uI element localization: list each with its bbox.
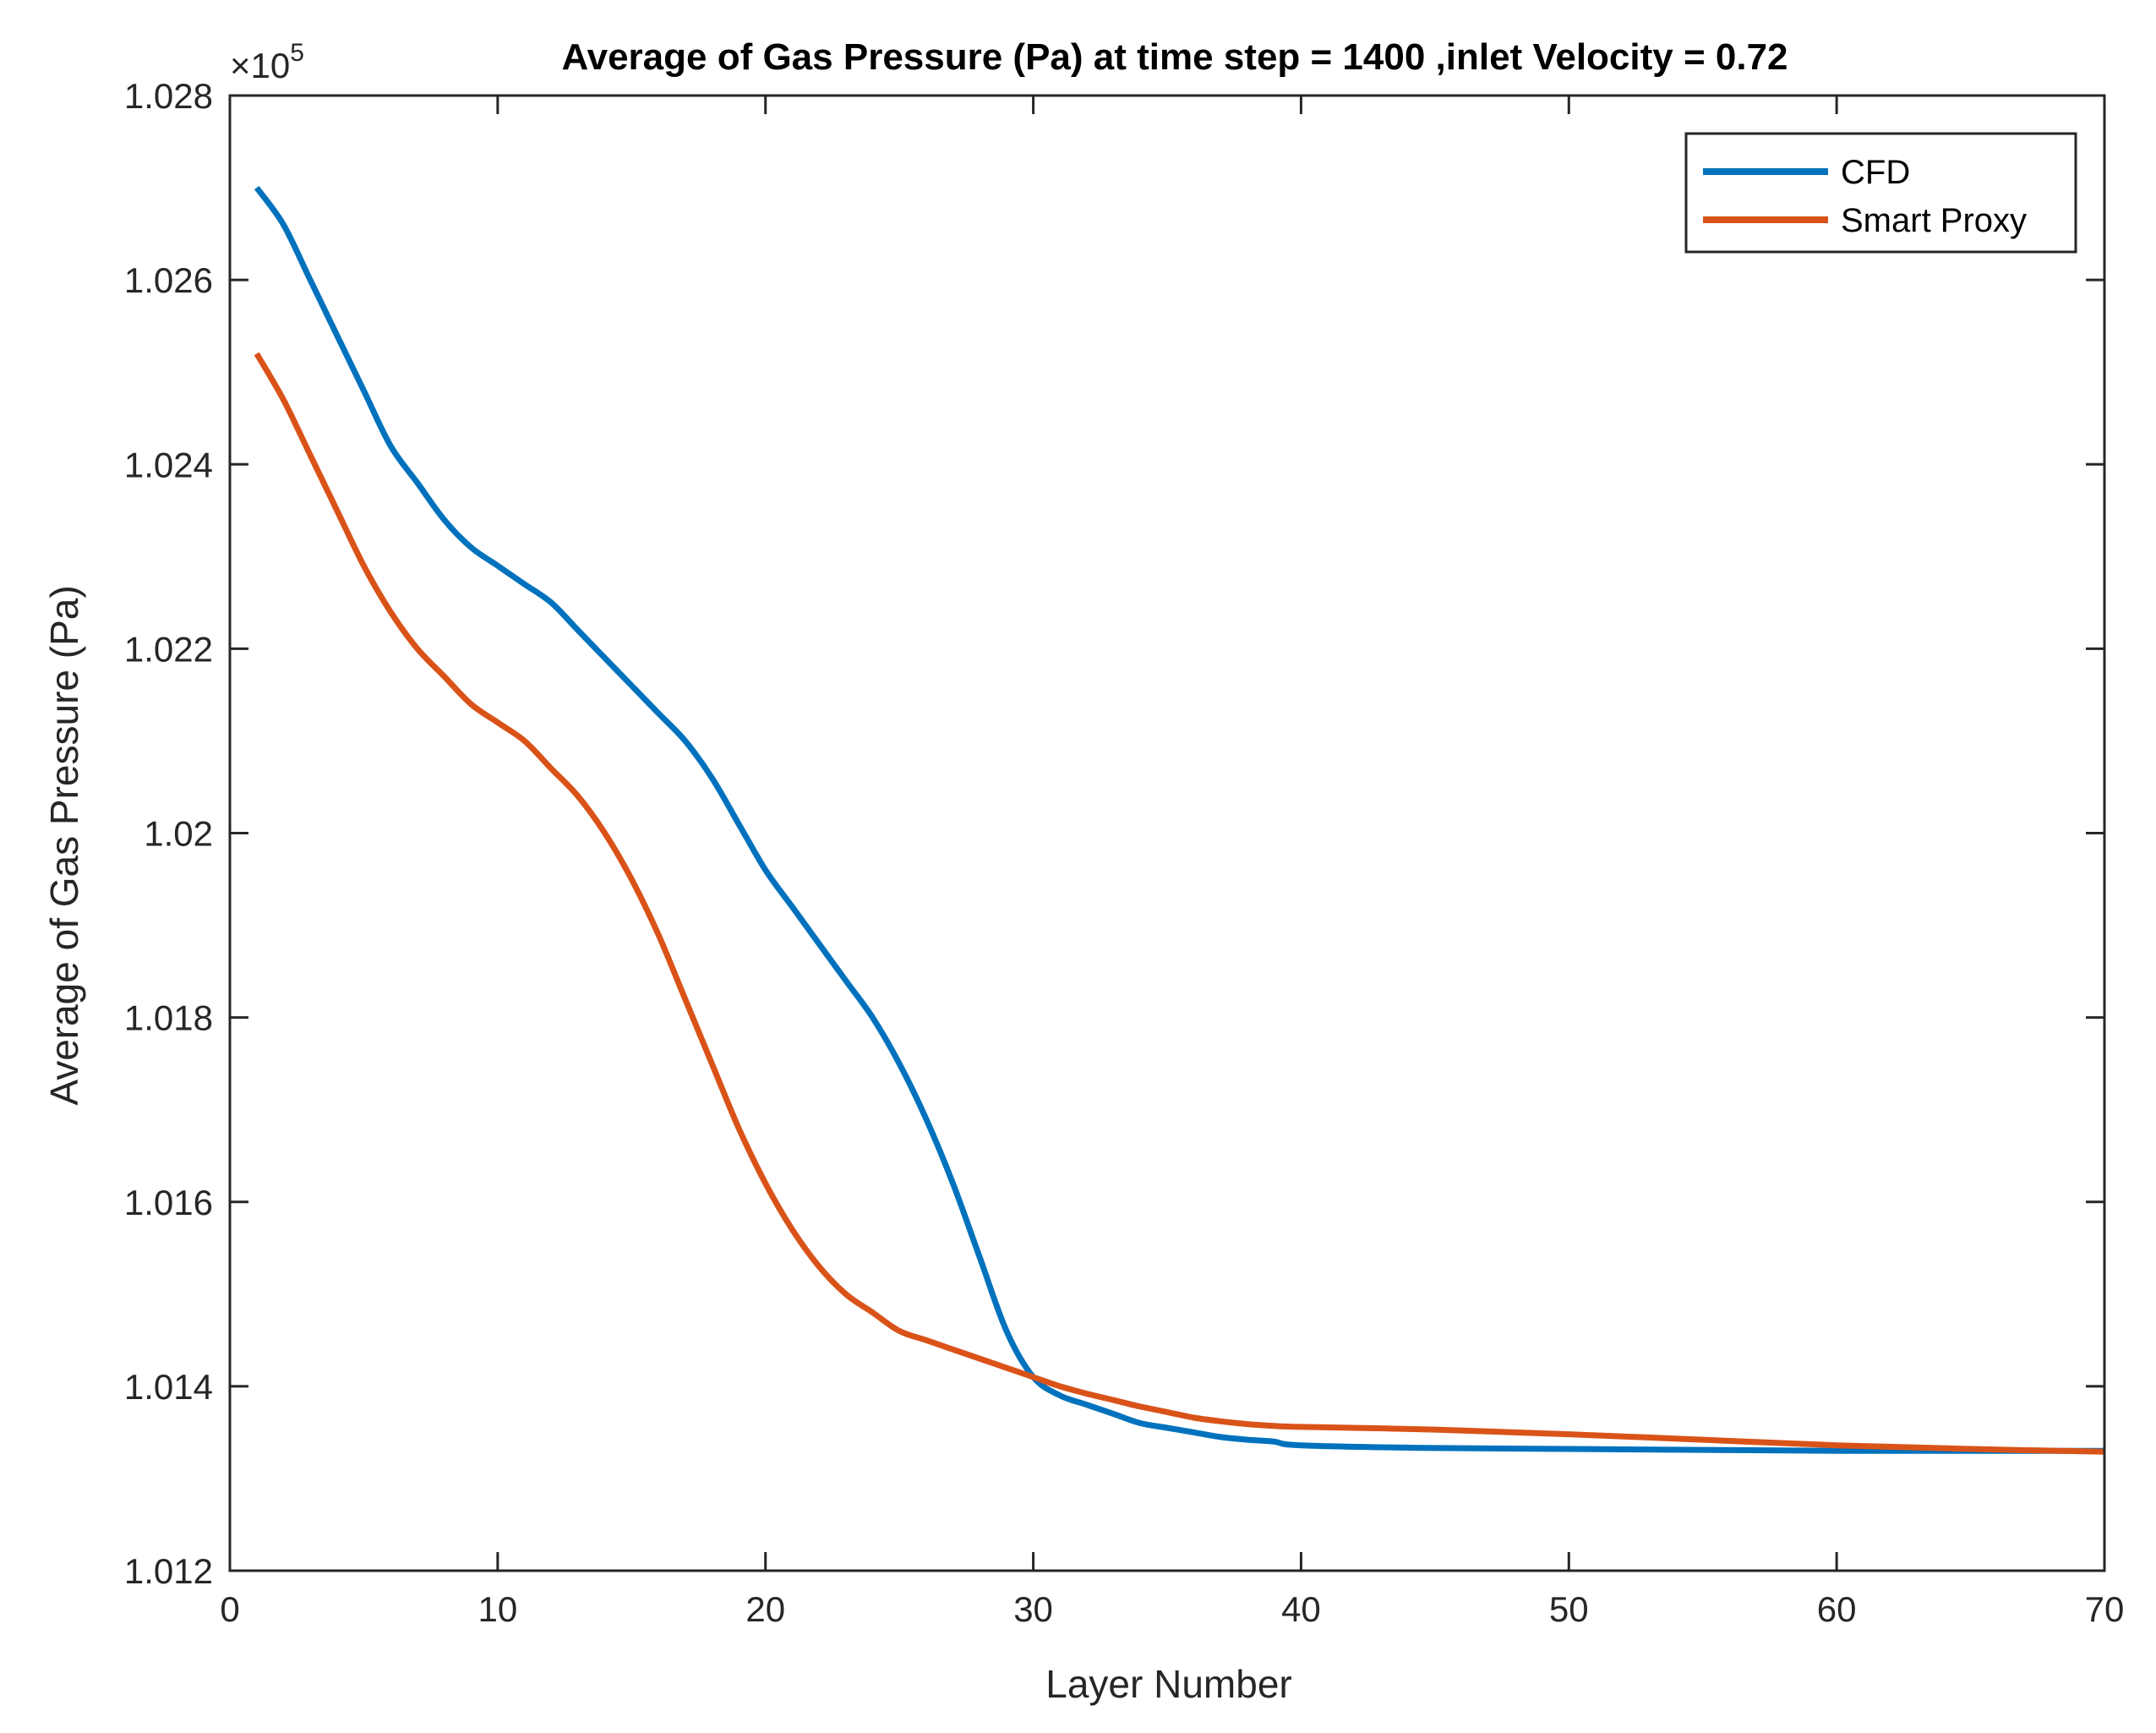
y-tick-labels: 1.012 1.014 1.016 1.018 1.02 1.022 1.024 1.026 1… [124, 76, 213, 1591]
series-lines [254, 185, 2105, 1455]
y-tick-label: 1.028 [124, 76, 213, 116]
y-tick-label: 1.012 [124, 1551, 213, 1591]
y-tick-label: 1.022 [124, 629, 213, 669]
x-tick-label: 30 [1013, 1589, 1053, 1629]
y-tick-label: 1.018 [124, 998, 213, 1038]
x-axis-label: Layer Number [1045, 1662, 1291, 1706]
y-axis-multiplier-base: ×10 [230, 46, 290, 85]
x-tick-label: 10 [478, 1589, 517, 1629]
y-tick-label: 1.014 [124, 1367, 213, 1407]
legend: CFD Smart Proxy [1684, 132, 2077, 254]
y-axis-multiplier: ×105 [230, 39, 304, 85]
x-tick-labels: 0 10 20 30 40 50 60 70 [220, 1589, 2124, 1629]
y-axis-label: Average of Gas Pressure (Pa) [42, 585, 86, 1105]
x-tick-label: 20 [745, 1589, 785, 1629]
x-tick-label: 40 [1281, 1589, 1321, 1629]
legend-label-cfd: CFD [1841, 154, 1910, 191]
y-tick-label: 1.02 [144, 814, 213, 854]
y-axis-multiplier-exponent: 5 [290, 39, 304, 67]
y-tick-label: 1.026 [124, 260, 213, 300]
legend-box [1684, 132, 2077, 254]
chart-title: Average of Gas Pressure (Pa) at time ste… [561, 36, 1788, 78]
x-tick-label: 70 [2085, 1589, 2125, 1629]
x-tick-label: 0 [220, 1589, 239, 1629]
x-tick-label: 50 [1549, 1589, 1589, 1629]
x-tick-label: 60 [1817, 1589, 1857, 1629]
legend-label-smart-proxy: Smart Proxy [1841, 202, 2027, 239]
y-tick-label: 1.024 [124, 445, 213, 484]
series-line-smart-proxy [254, 352, 2105, 1455]
axis-ticks [228, 94, 2106, 1572]
series-line-cfd [254, 185, 2104, 1454]
y-tick-label: 1.016 [124, 1183, 213, 1222]
